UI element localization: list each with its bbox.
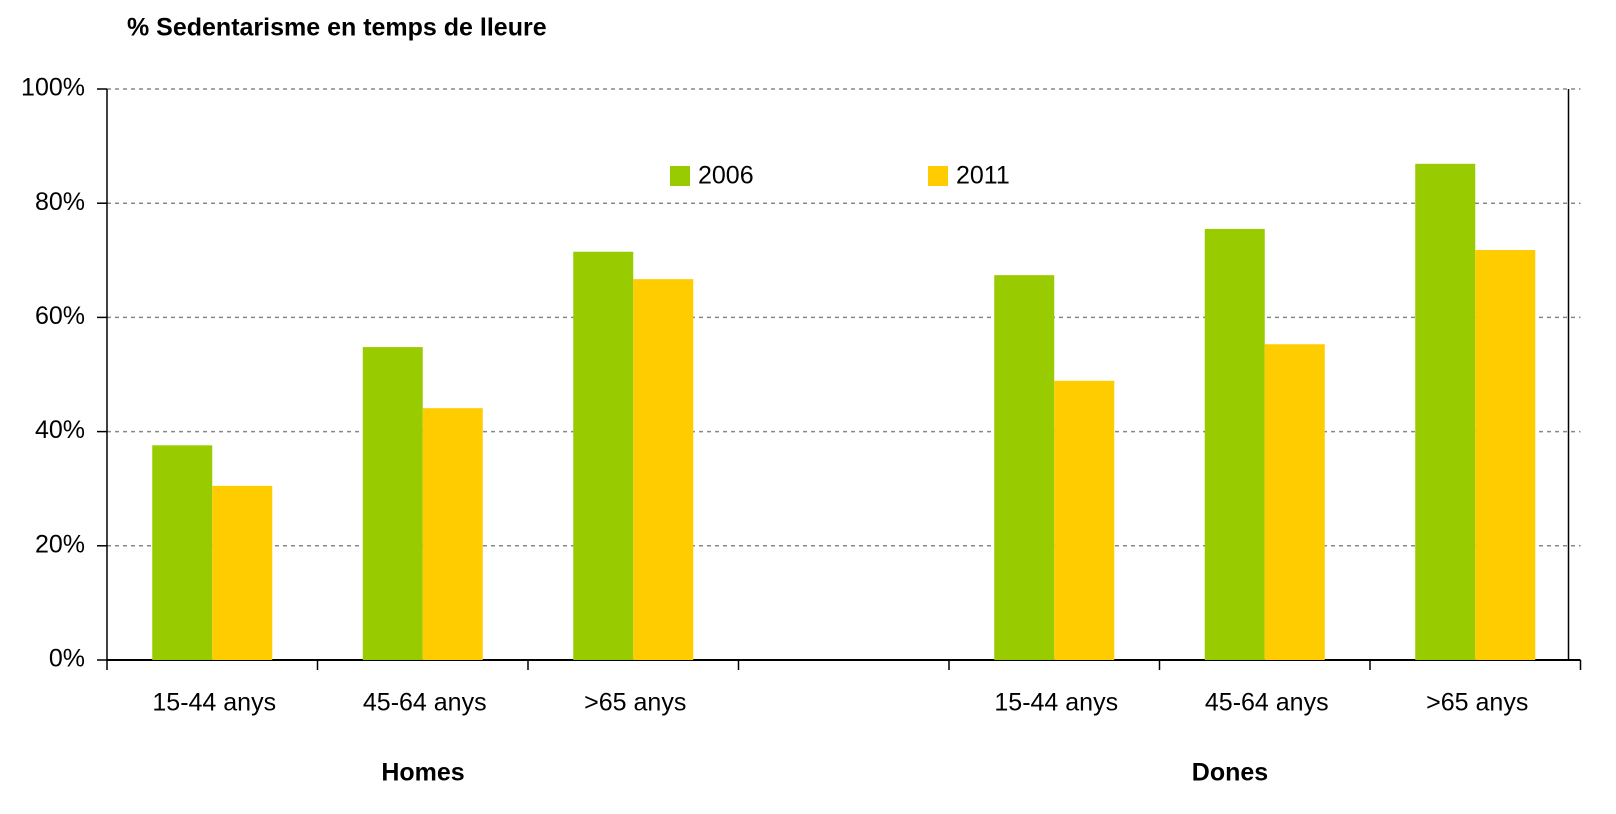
y-tick-label: 80%: [35, 188, 85, 216]
y-tick-label: 100%: [21, 74, 85, 102]
legend-swatch: [670, 166, 690, 186]
x-tick-label: 45-64 anys: [1205, 689, 1329, 717]
legend-swatch: [928, 166, 948, 186]
bar: [633, 279, 694, 660]
legend-label: 2011: [956, 162, 1010, 190]
bar: [573, 251, 634, 661]
bar: [152, 445, 213, 660]
bar: [1204, 228, 1265, 660]
x-tick-label: 45-64 anys: [363, 689, 487, 717]
x-tick-label: >65 anys: [1426, 689, 1528, 717]
chart-title: % Sedentarisme en temps de lleure: [127, 14, 547, 42]
group-label: Dones: [1192, 759, 1268, 787]
bar: [1054, 380, 1115, 660]
bar: [1264, 344, 1325, 660]
y-tick-label: 60%: [35, 302, 85, 330]
bar: [362, 347, 423, 660]
legend-label: 2006: [698, 162, 754, 190]
bar: [422, 408, 483, 660]
y-tick-label: 20%: [35, 530, 85, 558]
x-tick-label: >65 anys: [584, 689, 686, 717]
bar: [994, 275, 1055, 660]
x-tick-label: 15-44 anys: [152, 689, 276, 717]
group-label: Homes: [381, 759, 464, 787]
y-tick-label: 40%: [35, 416, 85, 444]
bar: [212, 485, 273, 660]
x-tick-label: 15-44 anys: [994, 689, 1118, 717]
y-tick-label: 0%: [49, 645, 85, 673]
bar: [1415, 163, 1476, 660]
bar: [1475, 250, 1536, 660]
